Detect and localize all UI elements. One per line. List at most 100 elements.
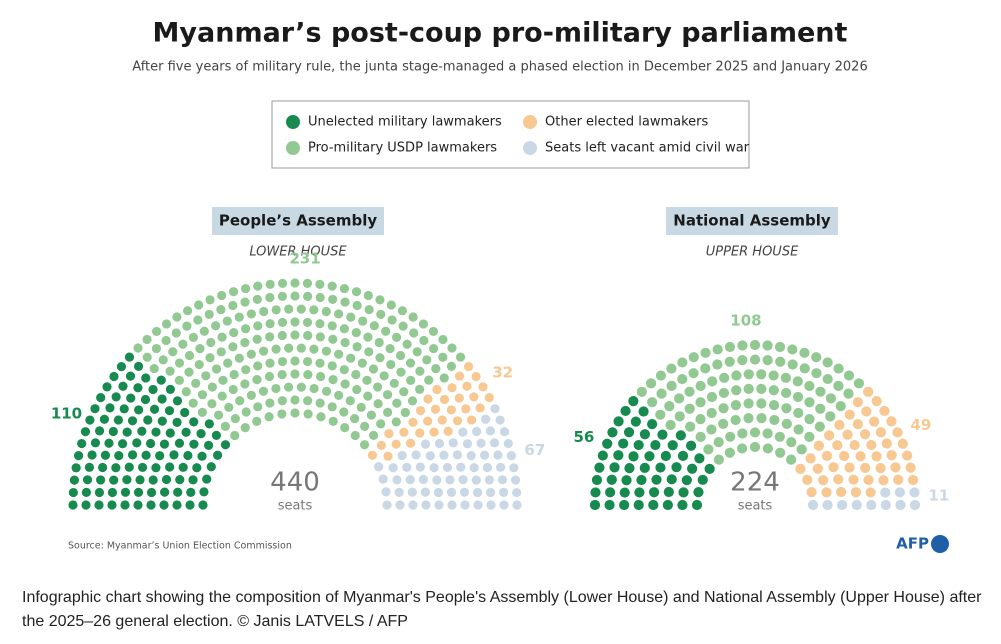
seat: [781, 403, 792, 414]
seat: [82, 475, 93, 485]
seat: [132, 438, 142, 448]
seat: [429, 427, 439, 437]
seat: [113, 415, 124, 425]
seat: [376, 309, 386, 320]
seat: [334, 390, 344, 400]
seat: [185, 500, 195, 510]
seat: [880, 499, 891, 511]
seat: [277, 291, 287, 301]
legend: Unelected military lawmakers Pro-military…: [286, 115, 750, 156]
seat: [172, 500, 182, 510]
seat: [875, 427, 887, 438]
seat: [842, 429, 853, 440]
seat: [151, 427, 161, 437]
seat: [412, 347, 422, 357]
seat: [415, 384, 425, 394]
seat: [438, 334, 448, 345]
seat: [408, 312, 418, 322]
seat: [161, 474, 172, 485]
seat: [229, 327, 239, 338]
seat: [666, 474, 677, 485]
seat: [731, 370, 742, 381]
seat: [363, 391, 373, 401]
seat: [165, 384, 175, 394]
seat: [146, 500, 156, 510]
seat: [315, 279, 325, 289]
seat: [395, 350, 406, 361]
seat: [142, 334, 152, 345]
seat: [606, 474, 617, 485]
seat: [895, 499, 906, 511]
seat: [213, 450, 223, 460]
seat: [145, 438, 156, 449]
seat: [512, 487, 522, 498]
seat: [122, 475, 132, 485]
seat: [172, 312, 182, 322]
seat: [774, 431, 785, 442]
seat: [695, 431, 706, 442]
seat: [228, 300, 238, 311]
seat: [352, 300, 362, 311]
seat-group: [133, 278, 466, 450]
seat: [454, 371, 465, 381]
seat: [171, 328, 181, 338]
seat: [454, 393, 464, 403]
seat: [909, 487, 920, 498]
seat: [472, 487, 483, 498]
seat: [663, 486, 674, 498]
seat: [460, 500, 470, 510]
seat: [818, 475, 829, 486]
seat: [134, 405, 144, 415]
seat: [636, 386, 647, 397]
seat: [363, 332, 373, 342]
house-header-bg: [212, 207, 384, 235]
seat: [787, 359, 798, 370]
seat: [634, 487, 645, 498]
seat: [84, 462, 95, 472]
seat: [432, 475, 442, 485]
seat: [594, 462, 605, 473]
seat: [388, 463, 398, 473]
seat: [455, 352, 466, 362]
seat: [737, 340, 748, 351]
seat: [471, 475, 481, 485]
seat: [184, 350, 195, 361]
seat: [198, 500, 208, 510]
seat: [825, 393, 837, 404]
seat: [178, 339, 188, 349]
seat: [105, 403, 115, 413]
seat: [851, 499, 862, 511]
seat: [768, 399, 780, 411]
seat: [781, 418, 792, 429]
seat: [835, 401, 846, 412]
seat: [762, 340, 773, 351]
seat: [651, 474, 662, 485]
seat: [437, 415, 447, 425]
seat: [181, 387, 191, 397]
seat: [718, 387, 729, 399]
seat: [656, 388, 667, 399]
seat: [402, 462, 412, 472]
seat: [461, 404, 471, 414]
seat: [768, 385, 779, 396]
seat: [328, 416, 338, 426]
seat: [184, 367, 194, 377]
seat: [879, 405, 890, 417]
seat: [484, 475, 494, 485]
seat: [290, 278, 300, 288]
seat: [71, 463, 81, 473]
seat: [230, 430, 240, 441]
seat: [796, 444, 807, 455]
seat: [775, 447, 786, 458]
seat: [265, 292, 275, 303]
seat: [174, 438, 185, 448]
seat: [327, 281, 337, 291]
seat: [367, 450, 377, 460]
seat: [469, 463, 479, 473]
seat: [303, 370, 313, 380]
seat: [379, 371, 389, 381]
seat: [475, 403, 485, 413]
seat: [736, 443, 748, 454]
seat: [77, 438, 87, 449]
total: 440: [270, 468, 320, 498]
